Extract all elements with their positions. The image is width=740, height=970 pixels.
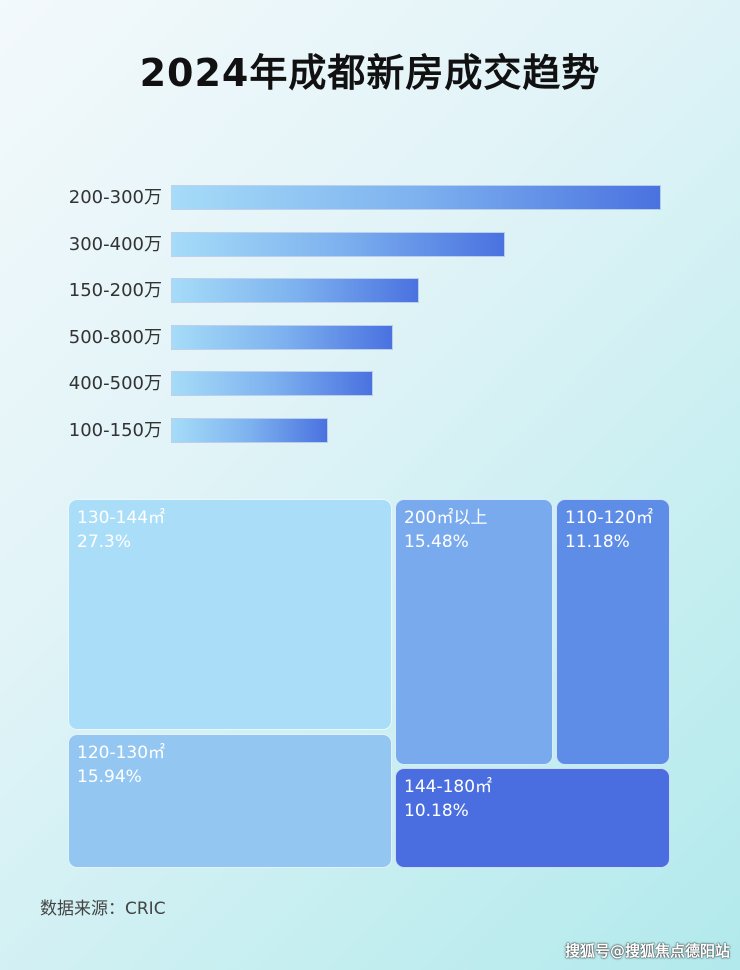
watermark: 搜狐号@搜狐焦点德阳站 — [564, 942, 730, 960]
bar — [172, 372, 373, 395]
treemap-tile: 130-144㎡ 27.3% — [68, 499, 392, 730]
tile-value: 27.3% — [77, 532, 132, 552]
tile-value: 11.18% — [565, 532, 630, 552]
data-source: 数据来源：CRIC — [40, 899, 166, 919]
bar-label: 300-400万 — [68, 233, 162, 255]
bar-label: 500-800万 — [68, 326, 162, 348]
tile-label: 200㎡以上 — [404, 508, 488, 528]
bar-label: 100-150万 — [68, 419, 162, 441]
tile-label: 144-180㎡ — [404, 777, 493, 797]
tile-label: 120-130㎡ — [77, 743, 166, 763]
bar-label: 200-300万 — [68, 187, 162, 208]
tile-value: 10.18% — [404, 801, 469, 821]
treemap-tile: 200㎡以上 15.48% — [395, 499, 553, 765]
bar — [172, 186, 660, 209]
tile-value: 15.48% — [404, 532, 469, 552]
tile-value: 15.94% — [77, 767, 142, 787]
tile-label: 130-144㎡ — [77, 508, 166, 528]
bar-label: 150-200万 — [68, 280, 162, 301]
bar — [172, 325, 393, 349]
treemap-tile: 144-180㎡ 10.18% — [395, 768, 670, 868]
treemap-tile: 120-130㎡ 15.94% — [68, 734, 392, 868]
tile-label: 110-120㎡ — [565, 508, 654, 528]
bar — [172, 418, 328, 442]
chart-title: 2024年成都新房成交趋势 — [139, 51, 601, 95]
bar — [172, 232, 504, 256]
bar-chart: 200-300万 300-400万 150-200万 500-800万 400-500万… — [0, 0, 740, 460]
bar — [172, 279, 418, 302]
bar-label: 400-500万 — [68, 373, 162, 394]
treemap-tile: 110-120㎡ 11.18% — [556, 499, 670, 765]
